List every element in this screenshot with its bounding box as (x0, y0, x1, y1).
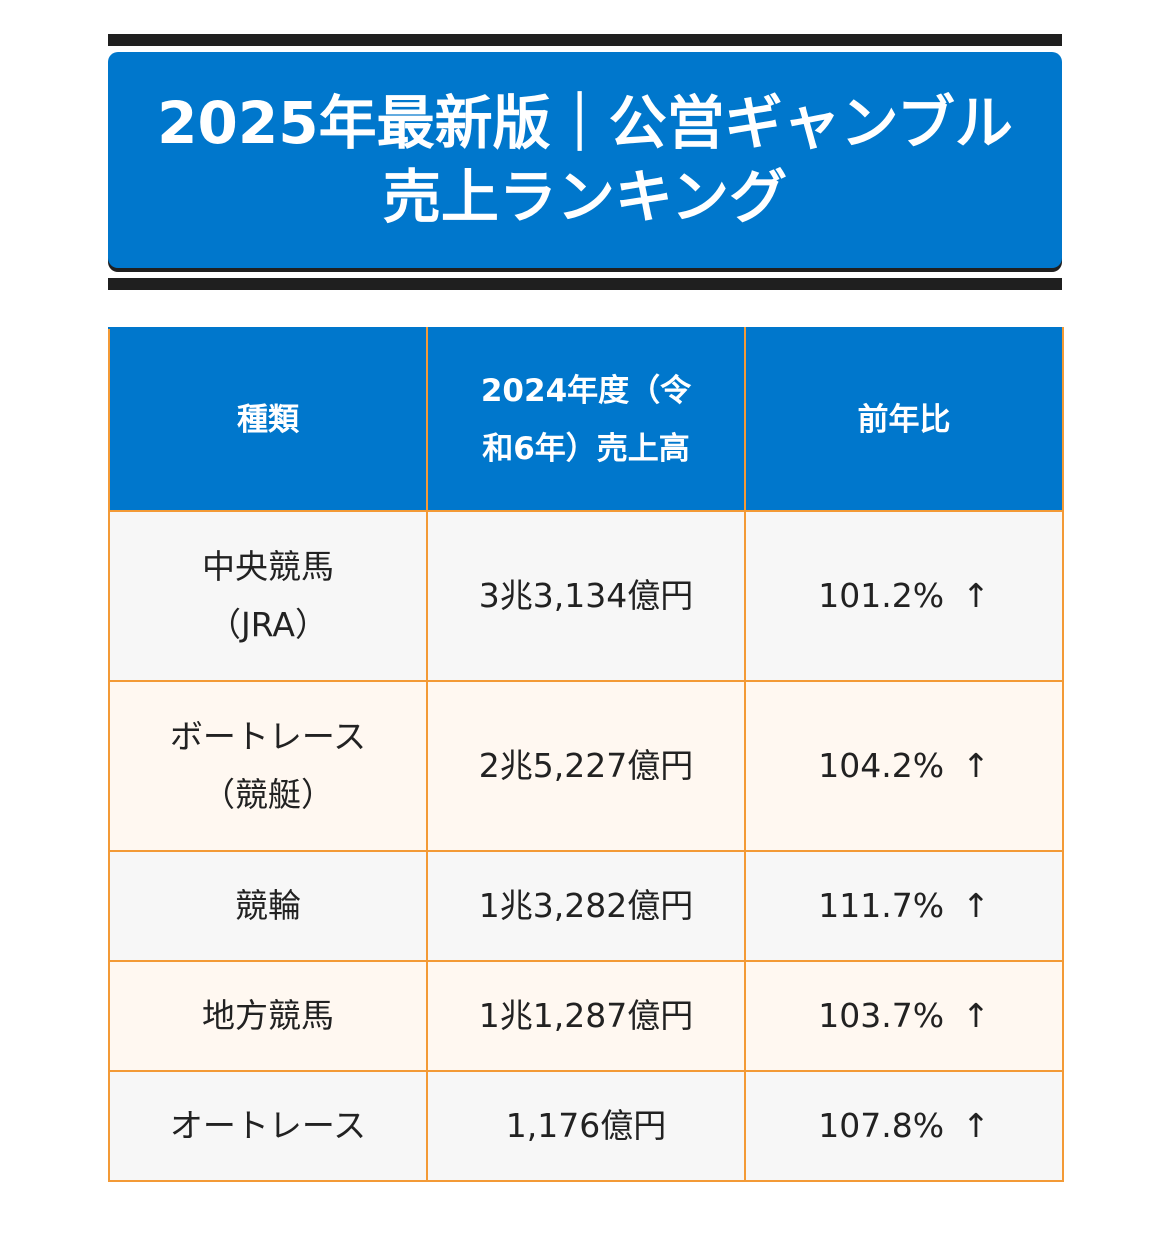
row-type-subname: （競艇） (202, 775, 334, 814)
row-sales-cell: 1兆1,287億円 (426, 960, 746, 1072)
page-title-line2: 売上ランキング (382, 163, 788, 231)
header-type: 種類 (108, 327, 428, 512)
row-yoy-value: 104.2% (818, 746, 945, 785)
header-sales-line1: 2024年度（令 (480, 372, 692, 409)
up-arrow-icon: ↑ (962, 996, 990, 1035)
row-sales-cell: 3兆3,134億円 (426, 510, 746, 682)
page-title-line1: 2025年最新版｜公営ギャンブル (157, 89, 1013, 157)
row-yoy-cell: 104.2% ↑ (744, 680, 1064, 852)
row-yoy-cell: 107.8% ↑ (744, 1070, 1064, 1182)
table-row: 競輪 1兆3,282億円 111.7% ↑ (108, 850, 1064, 962)
row-type-cell: ボートレース （競艇） (108, 680, 428, 852)
table-row: 地方競馬 1兆1,287億円 103.7% ↑ (108, 960, 1064, 1072)
heading-banner: 2025年最新版｜公営ギャンブル 売上ランキング (108, 52, 1062, 268)
row-type-subname: （JRA） (208, 605, 328, 644)
row-yoy-value: 103.7% (818, 996, 945, 1035)
heading-bottom-rule (108, 278, 1062, 290)
row-yoy-value: 101.2% (818, 576, 945, 615)
row-type-cell: 競輪 (108, 850, 428, 962)
row-type-cell: オートレース (108, 1070, 428, 1182)
row-sales-cell: 1,176億円 (426, 1070, 746, 1182)
heading-block: 2025年最新版｜公営ギャンブル 売上ランキング (108, 34, 1062, 290)
up-arrow-icon: ↑ (962, 886, 990, 925)
row-yoy-cell: 103.7% ↑ (744, 960, 1064, 1072)
header-sales-line2: 和6年）売上高 (482, 430, 690, 467)
up-arrow-icon: ↑ (962, 1106, 990, 1145)
row-type-name: 中央競馬 (202, 547, 334, 586)
row-type-cell: 中央競馬 （JRA） (108, 510, 428, 682)
page-title: 2025年最新版｜公営ギャンブル 売上ランキング (157, 86, 1013, 234)
table-row: オートレース 1,176億円 107.8% ↑ (108, 1070, 1064, 1182)
table-row: 中央競馬 （JRA） 3兆3,134億円 101.2% ↑ (108, 510, 1064, 682)
sales-ranking-table: 種類 2024年度（令 和6年）売上高 前年比 中央競馬 （JRA） 3兆3,1… (108, 327, 1064, 1182)
row-yoy-cell: 111.7% ↑ (744, 850, 1064, 962)
row-yoy-value: 111.7% (818, 886, 945, 925)
row-yoy-cell: 101.2% ↑ (744, 510, 1064, 682)
row-sales-cell: 1兆3,282億円 (426, 850, 746, 962)
row-type-name: ボートレース (169, 717, 367, 756)
table-header-row: 種類 2024年度（令 和6年）売上高 前年比 (108, 327, 1064, 512)
row-sales-cell: 2兆5,227億円 (426, 680, 746, 852)
row-yoy-value: 107.8% (818, 1106, 945, 1145)
up-arrow-icon: ↑ (962, 746, 990, 785)
row-type-cell: 地方競馬 (108, 960, 428, 1072)
heading-top-rule (108, 34, 1062, 46)
header-yoy: 前年比 (744, 327, 1064, 512)
table-row: ボートレース （競艇） 2兆5,227億円 104.2% ↑ (108, 680, 1064, 852)
header-sales: 2024年度（令 和6年）売上高 (426, 327, 746, 512)
up-arrow-icon: ↑ (962, 576, 990, 615)
